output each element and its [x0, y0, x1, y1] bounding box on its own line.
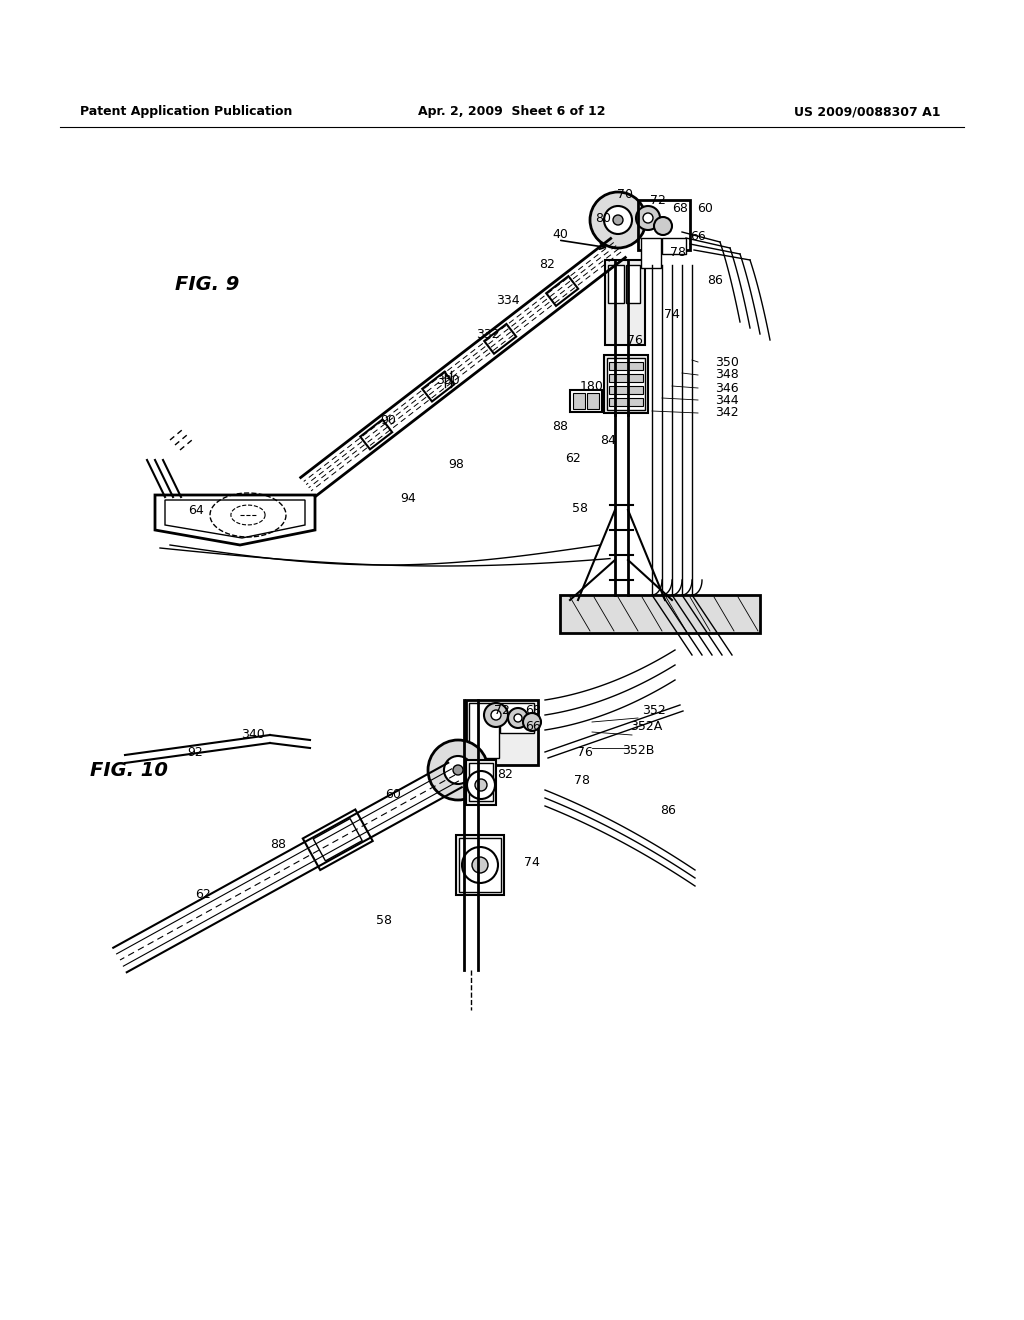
Bar [662, 238, 686, 253]
Bar [626, 265, 640, 304]
Bar [609, 374, 643, 381]
Bar [500, 704, 534, 733]
Circle shape [472, 857, 488, 873]
Bar [607, 358, 645, 411]
Text: 58: 58 [572, 502, 588, 515]
Text: 84: 84 [600, 433, 616, 446]
Text: 74: 74 [664, 309, 680, 322]
Text: 350: 350 [715, 355, 739, 368]
Bar [609, 362, 643, 370]
Bar [459, 838, 501, 892]
Text: 88: 88 [270, 838, 286, 851]
Text: 86: 86 [707, 273, 723, 286]
Polygon shape [360, 420, 392, 449]
Text: 66: 66 [690, 231, 706, 243]
Text: 76: 76 [578, 746, 593, 759]
Text: 76: 76 [627, 334, 643, 346]
Text: Apr. 2, 2009  Sheet 6 of 12: Apr. 2, 2009 Sheet 6 of 12 [418, 106, 606, 119]
Bar [604, 355, 648, 413]
Text: 352B: 352B [622, 743, 654, 756]
Bar [641, 238, 662, 268]
Text: 332: 332 [476, 329, 500, 342]
Bar [609, 385, 643, 393]
Bar [605, 260, 645, 345]
Bar [609, 399, 643, 407]
Text: 80: 80 [595, 211, 611, 224]
Circle shape [643, 213, 653, 223]
Text: 346: 346 [715, 381, 738, 395]
Bar [608, 265, 624, 304]
Circle shape [508, 708, 528, 729]
Bar [456, 836, 504, 895]
Circle shape [613, 215, 623, 224]
Text: 64: 64 [188, 503, 204, 516]
Text: 60: 60 [385, 788, 401, 801]
Bar [466, 760, 496, 805]
Bar [638, 201, 690, 249]
Text: 94: 94 [400, 491, 416, 504]
Text: 62: 62 [565, 451, 581, 465]
Text: 78: 78 [574, 774, 590, 787]
Circle shape [514, 714, 522, 722]
Bar [469, 763, 493, 801]
Text: 344: 344 [715, 393, 738, 407]
Text: 342: 342 [715, 407, 738, 420]
Text: 70: 70 [617, 189, 633, 202]
Polygon shape [422, 372, 455, 401]
Text: 78: 78 [670, 246, 686, 259]
Text: 74: 74 [524, 855, 540, 869]
Text: US 2009/0088307 A1: US 2009/0088307 A1 [794, 106, 940, 119]
Bar [466, 700, 538, 766]
Text: FIG. 9: FIG. 9 [175, 276, 240, 294]
Circle shape [462, 847, 498, 883]
Circle shape [467, 771, 495, 799]
Text: FIG. 10: FIG. 10 [90, 760, 168, 780]
Text: 66: 66 [525, 721, 541, 734]
Circle shape [604, 206, 632, 234]
Circle shape [453, 766, 463, 775]
Bar [587, 393, 599, 409]
Text: 340: 340 [241, 729, 265, 742]
Text: 62: 62 [196, 888, 211, 902]
Circle shape [428, 741, 488, 800]
Bar [560, 595, 760, 634]
Text: 334: 334 [497, 293, 520, 306]
Circle shape [654, 216, 672, 235]
Text: 58: 58 [376, 913, 392, 927]
Text: 86: 86 [660, 804, 676, 817]
Text: 68: 68 [672, 202, 688, 214]
Text: 88: 88 [552, 421, 568, 433]
Bar [469, 704, 499, 758]
Circle shape [636, 206, 660, 230]
Text: 72: 72 [494, 704, 510, 717]
Text: 92: 92 [187, 746, 203, 759]
Text: 352: 352 [642, 704, 666, 717]
Text: 72: 72 [650, 194, 666, 206]
Text: 348: 348 [715, 368, 739, 381]
Circle shape [475, 779, 487, 791]
Circle shape [523, 713, 541, 731]
Text: 60: 60 [697, 202, 713, 214]
Text: 330: 330 [436, 374, 460, 387]
Polygon shape [303, 809, 373, 870]
Polygon shape [546, 276, 579, 306]
Circle shape [490, 710, 501, 719]
Bar [573, 393, 585, 409]
Text: 352A: 352A [630, 721, 663, 734]
Circle shape [484, 704, 508, 727]
Text: 40: 40 [552, 228, 568, 242]
Text: 180: 180 [580, 380, 604, 393]
Text: 68: 68 [525, 704, 541, 717]
Text: Patent Application Publication: Patent Application Publication [80, 106, 293, 119]
Circle shape [444, 756, 472, 784]
Text: 90: 90 [380, 413, 396, 426]
Text: 82: 82 [497, 768, 513, 781]
Text: 98: 98 [449, 458, 464, 470]
Circle shape [590, 191, 646, 248]
Polygon shape [484, 323, 516, 354]
Bar [570, 389, 602, 412]
Text: 82: 82 [539, 259, 555, 272]
